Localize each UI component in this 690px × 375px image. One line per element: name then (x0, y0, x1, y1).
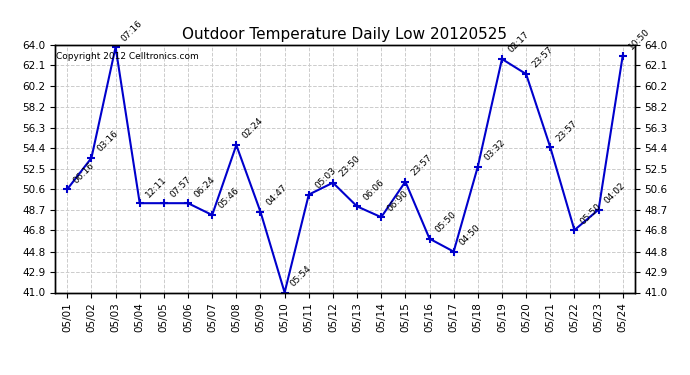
Text: 05:50: 05:50 (579, 201, 603, 226)
Text: 07:16: 07:16 (120, 18, 144, 43)
Text: Copyright 2012 Celltronics.com: Copyright 2012 Celltronics.com (57, 53, 199, 62)
Text: 05:50: 05:50 (434, 210, 458, 234)
Text: 05:03: 05:03 (313, 166, 337, 190)
Text: 06:06: 06:06 (362, 178, 386, 202)
Text: 23:57: 23:57 (555, 118, 579, 143)
Text: 02:24: 02:24 (241, 117, 265, 141)
Text: 23:50: 23:50 (337, 154, 362, 178)
Text: 03:16: 03:16 (96, 129, 120, 154)
Text: 12:11: 12:11 (144, 174, 168, 199)
Text: 07:57: 07:57 (168, 174, 193, 199)
Text: 04:50: 04:50 (458, 223, 482, 248)
Text: 23:57: 23:57 (531, 45, 555, 70)
Text: 04:02: 04:02 (603, 181, 627, 206)
Text: 06:24: 06:24 (193, 174, 217, 199)
Text: 05:46: 05:46 (217, 186, 241, 211)
Text: 02:17: 02:17 (506, 30, 531, 55)
Text: 06:90: 06:90 (386, 188, 410, 213)
Title: Outdoor Temperature Daily Low 20120525: Outdoor Temperature Daily Low 20120525 (182, 27, 508, 42)
Text: 10:50: 10:50 (627, 27, 651, 52)
Text: 06:16: 06:16 (72, 160, 96, 185)
Text: 05:54: 05:54 (289, 264, 313, 288)
Text: 03:32: 03:32 (482, 138, 506, 162)
Text: 04:47: 04:47 (265, 183, 289, 208)
Text: 23:57: 23:57 (410, 153, 434, 177)
